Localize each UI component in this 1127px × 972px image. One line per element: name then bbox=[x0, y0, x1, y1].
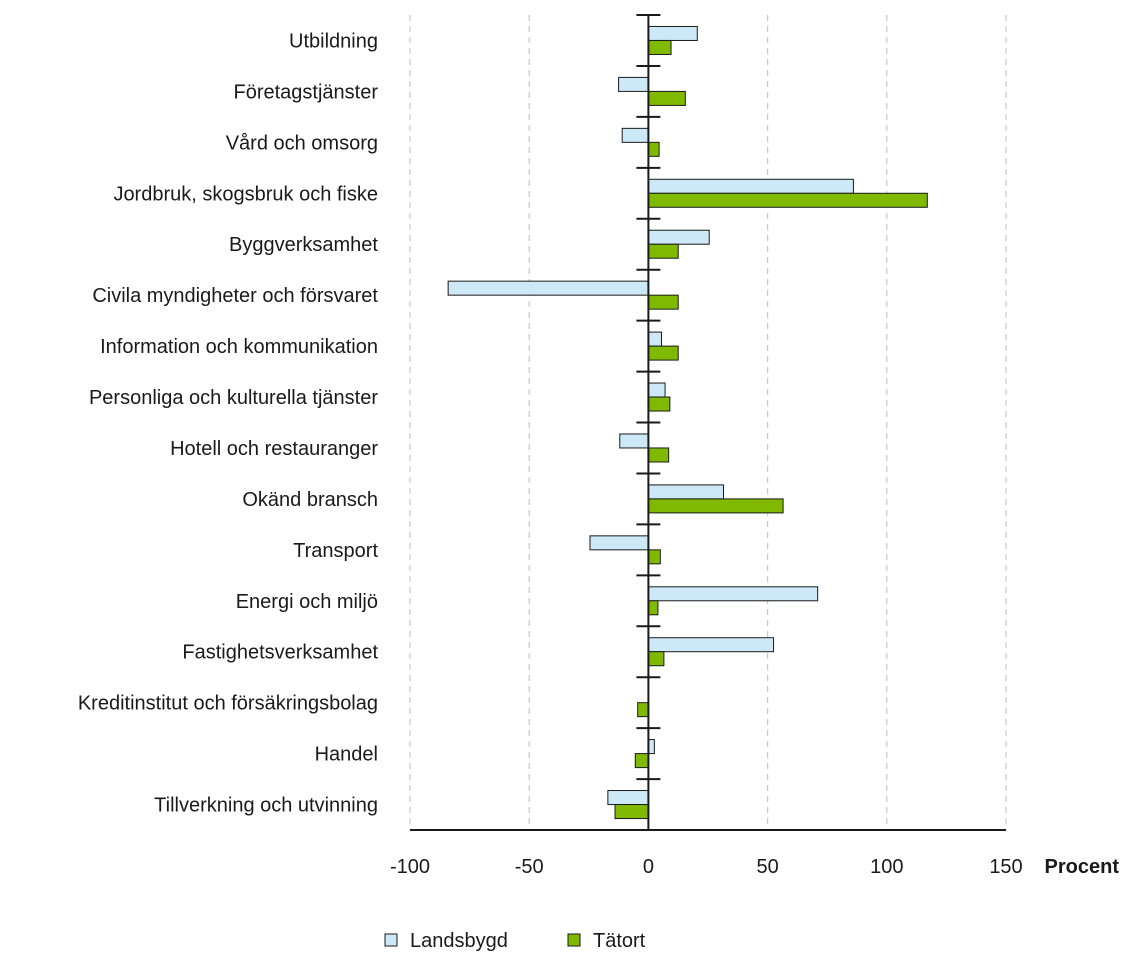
bar-landsbygd-9 bbox=[647, 484, 724, 500]
bar-landsbygd-5 bbox=[447, 280, 649, 296]
bar-landsbygd-12 bbox=[647, 637, 775, 653]
legend-label-tätort: Tätort bbox=[593, 930, 646, 952]
bar-tätort-10 bbox=[647, 549, 661, 565]
bar-landsbygd-10 bbox=[589, 535, 649, 551]
category-label: Jordbruk, skogsbruk och fiske bbox=[113, 183, 378, 205]
category-label: Handel bbox=[315, 744, 378, 766]
legend: Landsbygd Tätort bbox=[384, 930, 646, 952]
bar-landsbygd-8 bbox=[619, 433, 649, 449]
bar-tätort-9 bbox=[647, 498, 784, 514]
category-label: Civila myndigheter och försvaret bbox=[92, 285, 378, 307]
category-label: Transport bbox=[293, 540, 378, 562]
category-label: Tillverkning och utvinning bbox=[154, 795, 378, 817]
bar-tätort-8 bbox=[647, 447, 670, 463]
bar-tätort-15 bbox=[614, 804, 649, 820]
bar-landsbygd-6 bbox=[647, 331, 663, 347]
bar-tätort-5 bbox=[647, 294, 679, 310]
bar-tätort-1 bbox=[647, 90, 686, 106]
category-label: Information och kommunikation bbox=[100, 336, 378, 358]
bar-landsbygd-4 bbox=[647, 229, 710, 245]
legend-swatch-tätort bbox=[567, 933, 581, 947]
bar-tätort-7 bbox=[647, 396, 671, 412]
x-tick-label: -50 bbox=[515, 856, 544, 878]
bar-tätort-0 bbox=[647, 39, 672, 55]
bar-tätort-13 bbox=[637, 702, 649, 718]
x-tick-label: 50 bbox=[756, 856, 778, 878]
category-label: Energi och miljö bbox=[236, 591, 378, 613]
x-tick-label: 0 bbox=[643, 856, 654, 878]
category-label: Vård och omsorg bbox=[226, 132, 378, 154]
bar-tätort-11 bbox=[647, 600, 659, 616]
x-tick-labels: -100 -50 0 50 100 150 bbox=[390, 856, 1023, 878]
x-tick-label: 100 bbox=[870, 856, 903, 878]
x-tick-label: 150 bbox=[989, 856, 1022, 878]
category-label: Fastighetsverksamhet bbox=[182, 642, 378, 664]
category-label: Personliga och kulturella tjänster bbox=[89, 387, 378, 409]
bar-tätort-14 bbox=[634, 753, 649, 769]
category-labels: Utbildning Företagstjänster Vård och omsor… bbox=[78, 30, 379, 816]
category-label: Hotell och restauranger bbox=[170, 438, 378, 460]
axes bbox=[410, 14, 1006, 831]
bar-tätort-6 bbox=[647, 345, 679, 361]
category-label: Utbildning bbox=[289, 30, 378, 52]
bar-tätort-2 bbox=[647, 141, 660, 157]
x-tick-label: -100 bbox=[390, 856, 430, 878]
bar-landsbygd-2 bbox=[621, 127, 649, 143]
bar-landsbygd-1 bbox=[618, 76, 649, 92]
bar-tätort-4 bbox=[647, 243, 679, 259]
bars bbox=[447, 25, 928, 820]
bar-tätort-3 bbox=[647, 192, 928, 208]
legend-swatch-landsbygd bbox=[384, 933, 398, 947]
category-label: Kreditinstitut och försäkringsbolag bbox=[78, 693, 378, 715]
gridlines bbox=[409, 15, 1007, 830]
legend-label-landsbygd: Landsbygd bbox=[410, 930, 508, 952]
bar-landsbygd-15 bbox=[607, 790, 649, 806]
bar-landsbygd-0 bbox=[647, 25, 698, 41]
category-label: Byggverksamhet bbox=[229, 234, 378, 256]
category-label: Okänd bransch bbox=[242, 489, 378, 511]
x-axis-unit-label: Procent bbox=[1045, 856, 1120, 878]
category-label: Företagstjänster bbox=[233, 81, 378, 103]
bar-tätort-12 bbox=[647, 651, 665, 667]
bar-landsbygd-3 bbox=[647, 178, 854, 194]
bar-landsbygd-7 bbox=[647, 382, 666, 398]
bar-landsbygd-11 bbox=[647, 586, 819, 602]
